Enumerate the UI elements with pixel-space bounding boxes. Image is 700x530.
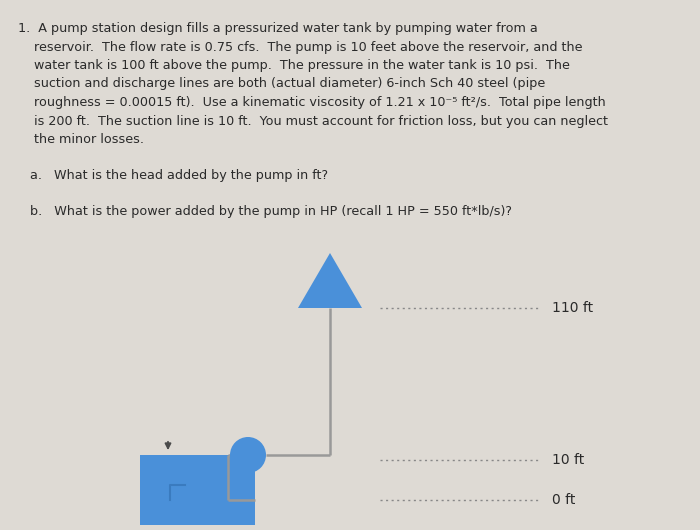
Text: reservoir.  The flow rate is 0.75 cfs.  The pump is 10 feet above the reservoir,: reservoir. The flow rate is 0.75 cfs. Th… [18, 40, 582, 54]
Circle shape [230, 437, 266, 473]
Text: water tank is 100 ft above the pump.  The pressure in the water tank is 10 psi. : water tank is 100 ft above the pump. The… [18, 59, 570, 72]
Text: is 200 ft.  The suction line is 10 ft.  You must account for friction loss, but : is 200 ft. The suction line is 10 ft. Yo… [18, 114, 608, 128]
Text: 10 ft: 10 ft [552, 453, 584, 467]
Polygon shape [298, 253, 362, 308]
Text: suction and discharge lines are both (actual diameter) 6-inch Sch 40 steel (pipe: suction and discharge lines are both (ac… [18, 77, 545, 91]
Text: 1.  A pump station design fills a pressurized water tank by pumping water from a: 1. A pump station design fills a pressur… [18, 22, 538, 35]
Text: b.   What is the power added by the pump in HP (recall 1 HP = 550 ft*lb/s)?: b. What is the power added by the pump i… [30, 206, 512, 218]
Text: the minor losses.: the minor losses. [18, 133, 144, 146]
Text: a.   What is the head added by the pump in ft?: a. What is the head added by the pump in… [30, 170, 328, 182]
Text: 0 ft: 0 ft [552, 493, 575, 507]
Bar [140, 455, 255, 525]
Text: roughness = 0.00015 ft).  Use a kinematic viscosity of 1.21 x 10⁻⁵ ft²/s.  Total: roughness = 0.00015 ft). Use a kinematic… [18, 96, 606, 109]
Text: 110 ft: 110 ft [552, 301, 593, 315]
